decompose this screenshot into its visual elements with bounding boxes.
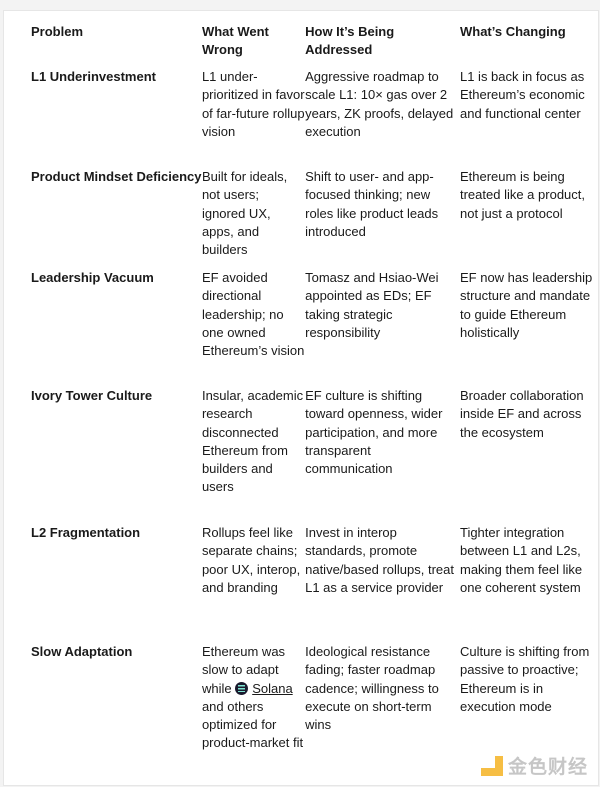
watermark-logo: 金色财经 <box>480 752 588 779</box>
wrong-cell: Insular, academic research disconnected … <box>201 388 304 495</box>
addressed-cell: Invest in interop standards, promote nat… <box>305 525 454 595</box>
changing-cell: L1 is back in focus as Ethereum’s econom… <box>459 69 585 121</box>
changing-cell: Tighter integration between L1 and L2s, … <box>459 525 583 595</box>
header-how-addressed: How It’s Being Addressed <box>305 24 395 58</box>
table-row: L1 Underinvestment L1 under-prioritized … <box>31 68 598 168</box>
problem-cell: Leadership Vacuum <box>31 270 154 285</box>
table-card: Problem What Went Wrong How It’s Being A… <box>3 10 599 786</box>
header-row: Problem What Went Wrong How It’s Being A… <box>31 23 598 68</box>
changing-cell: Culture is shifting from passive to proa… <box>459 644 590 714</box>
changing-cell: Ethereum is being treated like a product… <box>459 169 586 221</box>
table-row: Leadership Vacuum EF avoided directional… <box>31 269 598 387</box>
header-whats-changing: What’s Changing <box>459 24 566 39</box>
problem-cell: Slow Adaptation <box>31 644 133 659</box>
table-row: Slow Adaptation Ethereum was slow to ada… <box>31 643 598 768</box>
table-row: L2 Fragmentation Rollups feel like separ… <box>31 524 598 643</box>
changing-cell: EF now has leadership structure and mand… <box>459 270 593 340</box>
header-what-went-wrong: What Went Wrong <box>201 24 269 58</box>
addressed-cell: EF culture is shifting toward openness, … <box>305 388 443 477</box>
addressed-cell: Aggressive roadmap to scale L1: 10× gas … <box>305 69 454 139</box>
wrong-cell: Built for ideals, not users; ignored UX,… <box>201 169 288 258</box>
table-row: Ivory Tower Culture Insular, academic re… <box>31 387 598 524</box>
wrong-text-after: and others optimized for product-market … <box>201 698 304 751</box>
wrong-cell: L1 under-prioritized in favor of far-fut… <box>201 69 305 139</box>
wrong-cell: Ethereum was slow to adapt while Solana … <box>202 643 305 768</box>
problem-cell: Ivory Tower Culture <box>31 388 153 403</box>
changing-cell: Broader collaboration inside EF and acro… <box>459 388 584 440</box>
problem-cell: L1 Underinvestment <box>31 69 156 84</box>
wrong-text-before: Ethereum was slow to adapt while <box>201 644 286 696</box>
comparison-table: Problem What Went Wrong How It’s Being A… <box>31 23 598 768</box>
solana-icon <box>235 681 249 695</box>
addressed-cell: Tomasz and Hsiao-Wei appointed as EDs; E… <box>305 270 439 340</box>
addressed-cell: Shift to user- and app-focused thinking;… <box>305 169 439 239</box>
wrong-cell: Rollups feel like separate chains; poor … <box>201 525 301 595</box>
header-problem: Problem <box>31 24 84 39</box>
table-row: Product Mindset Deficiency Built for ide… <box>31 168 598 269</box>
watermark-text: 金色财经 <box>507 757 588 778</box>
solana-link[interactable]: Solana <box>252 680 293 696</box>
problem-cell: L2 Fragmentation <box>31 525 141 540</box>
addressed-cell: Ideological resistance fading; faster ro… <box>305 644 439 733</box>
watermark-logo-icon <box>480 755 503 776</box>
wrong-cell: EF avoided directional leadership; no on… <box>201 270 305 359</box>
problem-cell: Product Mindset Deficiency <box>31 169 202 184</box>
